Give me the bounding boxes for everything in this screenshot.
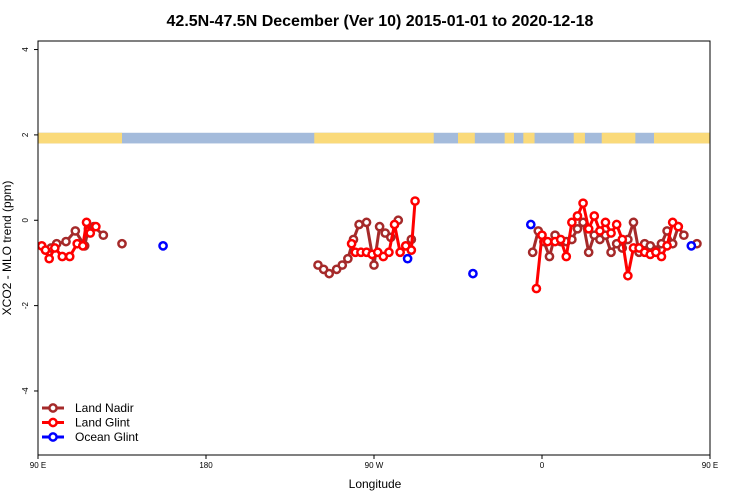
series-1-point-2-4 [555, 234, 566, 245]
y-axis: 4 2 0 -2 -4 [21, 47, 38, 395]
x-tick-label-0: 90 E [30, 461, 46, 470]
series-1-point-2-14 [611, 219, 622, 230]
series-1-point-2-23 [662, 241, 672, 251]
series-0-point-2-8 [361, 217, 372, 228]
series-2-point-2-0 [468, 268, 478, 279]
series-1-point-2-0 [531, 283, 542, 294]
chart-title: 42.5N-47.5N December (Ver 10) 2015-01-01… [167, 13, 594, 30]
series-1-point-2-10 [589, 211, 600, 221]
land-segment-2 [458, 132, 475, 144]
series-2 [158, 219, 697, 279]
legend-swatch-point-2 [48, 432, 58, 442]
series-2-point-1-0 [402, 253, 413, 264]
land-segment-7 [654, 132, 710, 144]
land-segment-1 [314, 132, 434, 144]
legend-item-0: Land Nadir [42, 401, 134, 415]
series-2-point-0-0 [158, 241, 168, 251]
series-1-point-0-10 [91, 221, 101, 232]
series-0-point-0-2 [61, 236, 71, 247]
legend-swatch-point-0 [48, 403, 58, 413]
series-1-point-0-3 [49, 243, 60, 253]
series-1-point-0-5 [64, 251, 75, 262]
land-segment-4 [523, 132, 535, 144]
series-1-point-1-8 [389, 219, 400, 230]
series-1-point-1-11 [406, 245, 417, 255]
x-tick-label-1: 180 [199, 461, 213, 470]
series-1-point-2-12 [600, 217, 611, 228]
y-axis-label: XCO2 - MLO trend (ppm) [0, 181, 14, 316]
series-1-point-0-2 [44, 253, 55, 264]
land-segment-6 [601, 132, 636, 144]
legend-item-1: Land Glint [42, 416, 130, 430]
series-layer [38, 196, 702, 294]
series-0-point-1-0 [117, 238, 127, 249]
legend-swatch-point-1 [48, 417, 58, 428]
series-1-point-0-9 [85, 228, 96, 238]
series-1-point-1-9 [395, 247, 405, 258]
legend-label-1: Land Glint [75, 416, 130, 430]
series-0-point-2-9 [369, 260, 379, 270]
legend-label-0: Land Nadir [75, 401, 134, 415]
x-axis-label: Longitude [349, 477, 402, 491]
series-1-point-0-4 [57, 251, 68, 262]
y-tick-label-4: -4 [21, 387, 30, 395]
series-0-point-4-8 [572, 223, 583, 234]
series-0-point-4-3 [544, 251, 555, 262]
series-0-point-0-7 [98, 230, 109, 241]
y-tick-label-3: -2 [21, 302, 30, 310]
series-0-point-2-4 [337, 260, 348, 270]
series-0-point-0-3 [70, 226, 81, 236]
x-tick-label-4: 90 E [702, 461, 718, 470]
series-1-point-2-9 [583, 223, 594, 234]
series-0-point-4-27 [679, 230, 689, 241]
land-segment-3 [504, 132, 514, 144]
y-tick-label-1: 2 [21, 132, 30, 137]
legend-label-2: Ocean Glint [75, 430, 139, 444]
series-1-point-2-15 [617, 234, 628, 245]
series-1-point-1-12 [410, 196, 420, 206]
series-1-point-2-16 [623, 270, 633, 281]
series-1-point-0-7 [77, 241, 88, 251]
legend-item-2: Ocean Glint [42, 430, 139, 444]
land-segment-5 [573, 132, 585, 144]
x-tick-label-2: 90 W [365, 461, 384, 470]
series-1 [38, 196, 684, 294]
series-1-point-2-6 [567, 217, 577, 228]
series-0-point-4-14 [606, 247, 616, 258]
series-1-point-0-8 [81, 217, 92, 228]
series-1-point-2-13 [606, 228, 616, 238]
series-0-point-2-5 [343, 253, 353, 264]
series-2-point-3-0 [525, 219, 536, 230]
series-1-point-1-7 [384, 247, 394, 258]
series-1-point-2-22 [656, 251, 667, 262]
series-1-point-0-1 [40, 245, 51, 255]
series-1-point-2-7 [572, 211, 583, 221]
series-0-point-4-0 [527, 247, 538, 258]
series-1-point-2-11 [595, 226, 605, 236]
series-0-point-2-7 [354, 219, 364, 230]
series-0-point-2-2 [324, 268, 335, 279]
series-2-point-4-0 [686, 241, 697, 251]
series-1-point-1-0 [346, 238, 357, 249]
x-axis: 90 E 180 90 W 0 90 E [30, 455, 718, 470]
series-0-point-2-10 [374, 221, 385, 232]
x-tick-label-3: 0 [540, 461, 545, 470]
series-1-point-2-8 [578, 198, 588, 209]
land-segment-0 [38, 132, 122, 144]
land-ocean-strip [38, 132, 710, 144]
y-tick-label-2: 0 [21, 217, 30, 222]
series-1-point-2-25 [673, 221, 684, 232]
series-1-point-2-2 [542, 236, 553, 247]
series-0-point-4-10 [583, 247, 594, 258]
series-1-point-2-1 [537, 230, 547, 241]
series-1-point-2-5 [561, 251, 572, 262]
series-0-point-4-18 [628, 217, 639, 228]
y-tick-label-0: 4 [21, 47, 30, 52]
